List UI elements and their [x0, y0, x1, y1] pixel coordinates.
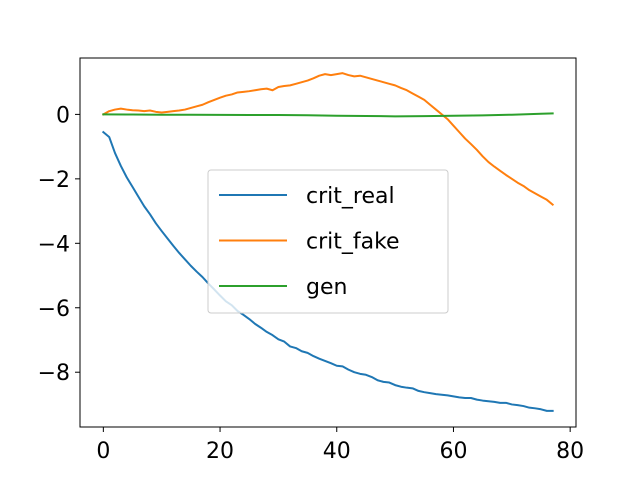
- legend-label: crit_fake: [306, 230, 400, 255]
- y-tick-label: −4: [38, 232, 70, 257]
- x-tick-label: 20: [206, 439, 234, 464]
- series-line-crit-real: [101, 130, 554, 412]
- y-tick-label: −6: [38, 297, 70, 322]
- x-tick-label: 60: [439, 439, 467, 464]
- axes-frame: [79, 57, 577, 428]
- y-tick-label: 0: [56, 103, 70, 128]
- y-tick-label: −2: [38, 168, 70, 193]
- legend-box: [207, 169, 449, 314]
- y-tick-label: −8: [38, 361, 70, 386]
- x-tick-label: 0: [96, 439, 110, 464]
- x-tick-label: 40: [323, 439, 351, 464]
- series-line-gen: [102, 112, 554, 118]
- series-group: [101, 72, 555, 412]
- axes: 0 20 40 60 80 0 −2 −4 −6 −8: [38, 57, 584, 464]
- x-tick-label: 80: [556, 439, 584, 464]
- series-line-crit-fake: [101, 72, 555, 207]
- legend-label: crit_real: [306, 184, 395, 209]
- legend-label: gen: [306, 275, 347, 300]
